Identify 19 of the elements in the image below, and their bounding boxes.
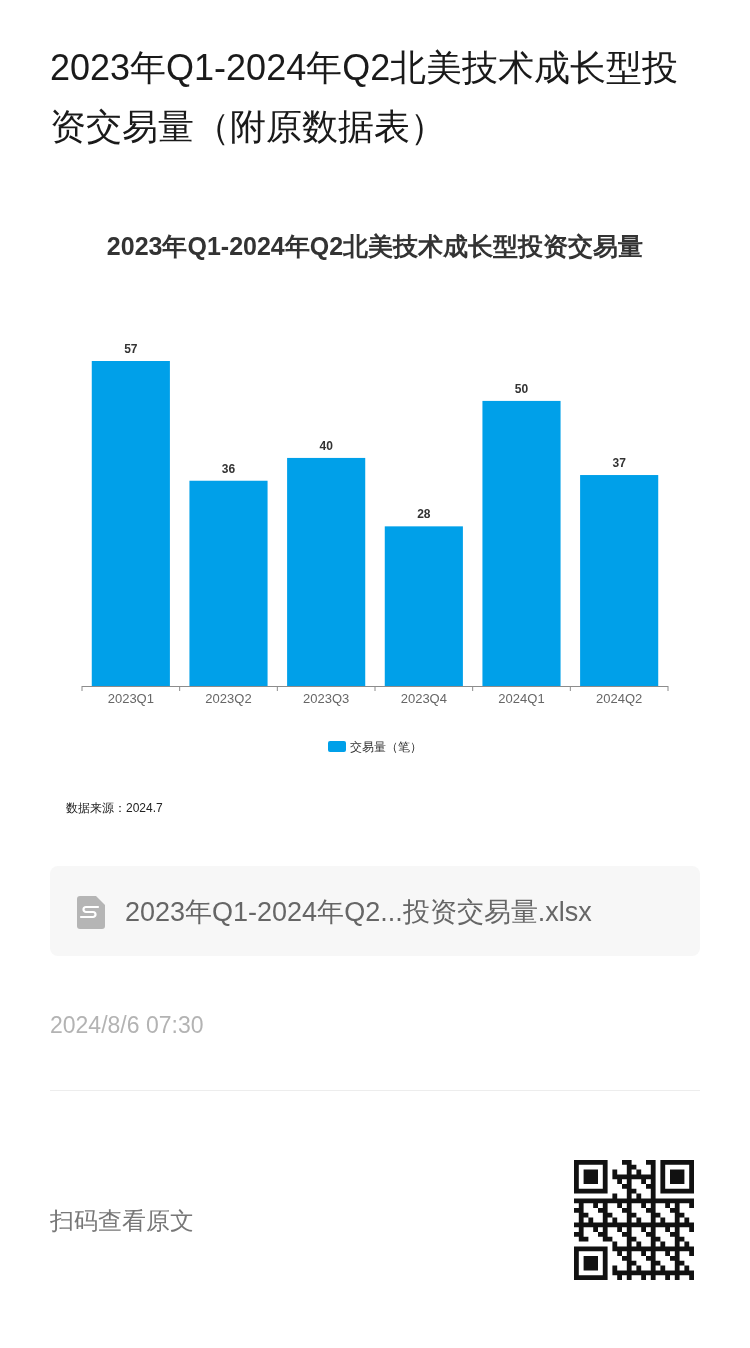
- data-label: 40: [319, 438, 333, 453]
- x-tick-label: 2023Q1: [107, 690, 154, 706]
- legend-label: 交易量（笔）: [350, 740, 422, 754]
- data-label: 57: [124, 342, 138, 356]
- data-label: 36: [221, 461, 236, 476]
- subtitle: 2023年Q1-2024年Q2北美技术成长型投资交易量: [106, 232, 644, 260]
- x-tick-label: 2024Q2: [596, 690, 643, 706]
- annotation-scan: 扫码查看原文: [50, 1206, 194, 1234]
- x-tick-label: 2023Q2: [205, 690, 252, 706]
- annotation-date: 2024/8/6 07:30: [50, 1012, 204, 1038]
- x-tick-label: 2024Q1: [498, 690, 545, 706]
- annotation-attachment: 2023年Q1-2024年Q2...投资交易量.xlsx: [125, 897, 592, 927]
- data-label: 37: [612, 456, 626, 471]
- title: 2023年Q1-2024年Q2北美技术成长型投资交易量（附原数据表）: [50, 46, 680, 149]
- data-label: 50: [514, 381, 529, 396]
- x-tick-label: 2023Q3: [303, 690, 350, 706]
- annotation-source: 数据来源：2024.7: [66, 801, 163, 815]
- x-tick-label: 2023Q4: [400, 690, 447, 706]
- data-label: 28: [417, 507, 431, 522]
